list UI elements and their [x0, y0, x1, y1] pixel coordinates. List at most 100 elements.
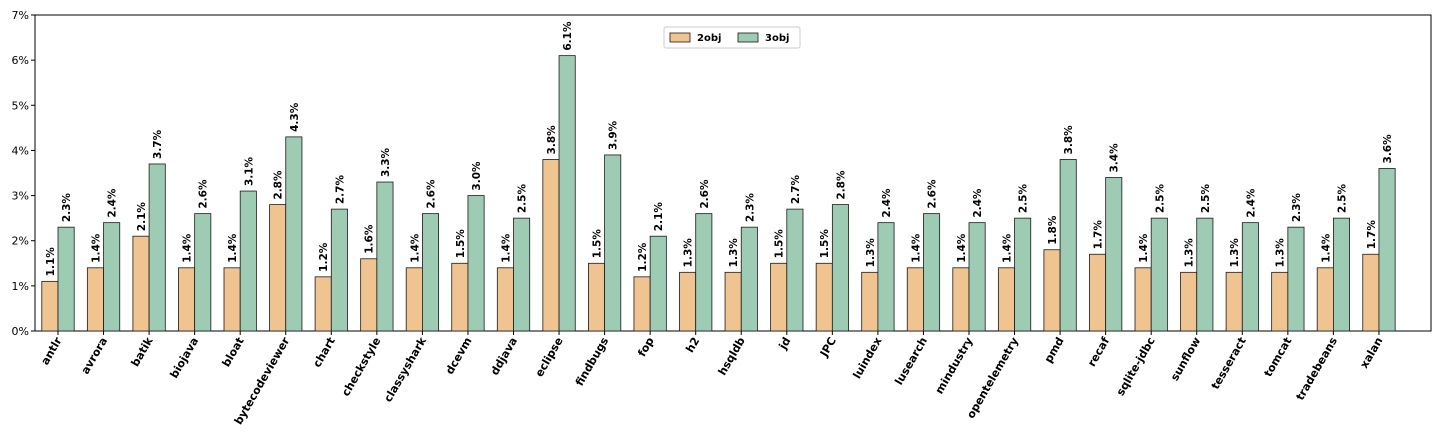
- bar-3obj: [1333, 217, 1351, 332]
- category-label: tradebeans: [1293, 335, 1340, 403]
- bar-3obj: [877, 222, 895, 332]
- bar-2obj: [451, 262, 469, 332]
- y-tick-label: 0%: [12, 325, 29, 338]
- bar-3obj: [649, 235, 667, 332]
- data-label-3obj: 2.4%: [1245, 188, 1257, 218]
- data-label-2obj: 1.3%: [1275, 238, 1287, 268]
- data-label-2obj: 1.3%: [683, 238, 695, 268]
- bar-2obj: [178, 267, 196, 332]
- data-label-3obj: 3.3%: [380, 147, 392, 177]
- bar-3obj: [330, 208, 348, 332]
- data-label-3obj: 2.8%: [835, 170, 847, 200]
- data-label-2obj: 2.1%: [136, 202, 148, 232]
- y-tick-label: 2%: [12, 235, 29, 248]
- bar-2obj: [1089, 253, 1107, 332]
- bar-3obj: [57, 226, 75, 332]
- bar-3obj: [1105, 177, 1123, 332]
- category-label: biojava: [167, 335, 201, 380]
- bar-2obj: [997, 267, 1015, 332]
- category-label: classyshark: [381, 334, 429, 404]
- data-label-3obj: 2.5%: [1018, 184, 1030, 214]
- bar-2obj: [633, 276, 651, 332]
- bar-3obj: [239, 190, 257, 332]
- data-label-3obj: 3.1%: [243, 156, 255, 186]
- data-label-3obj: 2.1%: [653, 202, 665, 232]
- bar-3obj: [1014, 217, 1032, 332]
- category-label: pmd: [1042, 335, 1067, 365]
- bar-3obj: [103, 222, 121, 332]
- data-label-2obj: 1.8%: [1047, 215, 1059, 245]
- y-tick-label: 3%: [12, 190, 29, 203]
- bar-2obj: [269, 204, 287, 332]
- category-label: fop: [635, 335, 656, 359]
- data-label-2obj: 1.3%: [728, 238, 740, 268]
- data-label-3obj: 2.5%: [1200, 184, 1212, 214]
- data-label-2obj: 1.5%: [455, 229, 467, 259]
- bar-3obj: [831, 204, 849, 332]
- category-label: JPC: [817, 335, 839, 360]
- bar-2obj: [724, 271, 742, 332]
- bar-2obj: [1043, 249, 1061, 332]
- data-label-2obj: 1.3%: [1184, 238, 1196, 268]
- data-label-3obj: 2.5%: [517, 184, 529, 214]
- data-label-2obj: 1.7%: [1366, 220, 1378, 250]
- data-label-2obj: 1.4%: [90, 233, 102, 263]
- data-label-3obj: 2.4%: [107, 188, 119, 218]
- data-label-2obj: 1.4%: [956, 233, 968, 263]
- data-label-3obj: 2.3%: [61, 193, 73, 223]
- bar-3obj: [1287, 226, 1305, 332]
- bar-2obj: [861, 271, 879, 332]
- data-label-3obj: 2.6%: [927, 179, 939, 209]
- data-label-2obj: 1.4%: [1001, 233, 1013, 263]
- legend-label-2obj: 2obj: [697, 33, 721, 44]
- data-label-2obj: 1.4%: [500, 233, 512, 263]
- bar-2obj: [405, 267, 423, 332]
- data-label-3obj: 2.5%: [1154, 184, 1166, 214]
- legend-box: [663, 26, 801, 49]
- legend-label-3obj: 3obj: [765, 33, 789, 44]
- data-label-3obj: 2.6%: [699, 179, 711, 209]
- data-label-2obj: 1.3%: [865, 238, 877, 268]
- category-label: batik: [129, 334, 156, 368]
- y-tick-label: 6%: [12, 54, 29, 67]
- data-label-3obj: 3.8%: [1063, 125, 1075, 155]
- bar-3obj: [376, 181, 394, 332]
- data-label-2obj: 1.2%: [318, 242, 330, 272]
- bar-2obj: [815, 262, 833, 332]
- category-label: chart: [310, 335, 337, 370]
- data-label-3obj: 2.7%: [790, 175, 802, 205]
- bar-3obj: [1241, 222, 1259, 332]
- bar-3obj: [968, 222, 986, 332]
- category-label: lusearch: [892, 335, 930, 387]
- data-label-2obj: 1.4%: [409, 233, 421, 263]
- category-label: findbugs: [573, 335, 611, 389]
- category-label: checkstyle: [339, 335, 383, 399]
- bar-2obj: [223, 267, 241, 332]
- bar-3obj: [1196, 217, 1214, 332]
- data-label-2obj: 1.3%: [1229, 238, 1241, 268]
- category-label: luindex: [850, 335, 884, 381]
- bar-3obj: [1378, 168, 1396, 332]
- category-label: eclipse: [533, 335, 566, 379]
- legend-swatch-2obj: [669, 32, 691, 43]
- category-label: tomcat: [1261, 335, 1294, 379]
- data-label-3obj: 2.5%: [1337, 184, 1349, 214]
- bar-2obj: [542, 159, 560, 332]
- bar-2obj: [360, 258, 378, 332]
- data-label-3obj: 2.4%: [881, 188, 893, 218]
- data-label-3obj: 3.4%: [1109, 143, 1121, 173]
- bar-2obj: [588, 262, 606, 332]
- y-tick-label: 5%: [12, 99, 29, 112]
- legend-swatch-3obj: [737, 32, 759, 43]
- data-label-3obj: 4.3%: [289, 102, 301, 132]
- data-label-3obj: 3.0%: [471, 161, 483, 191]
- bar-3obj: [194, 213, 212, 332]
- bar-3obj: [786, 208, 804, 332]
- data-label-3obj: 2.3%: [1291, 193, 1303, 223]
- data-label-2obj: 1.4%: [910, 233, 922, 263]
- data-label-2obj: 1.2%: [637, 242, 649, 272]
- category-label: bloat: [220, 335, 247, 369]
- bar-2obj: [496, 267, 514, 332]
